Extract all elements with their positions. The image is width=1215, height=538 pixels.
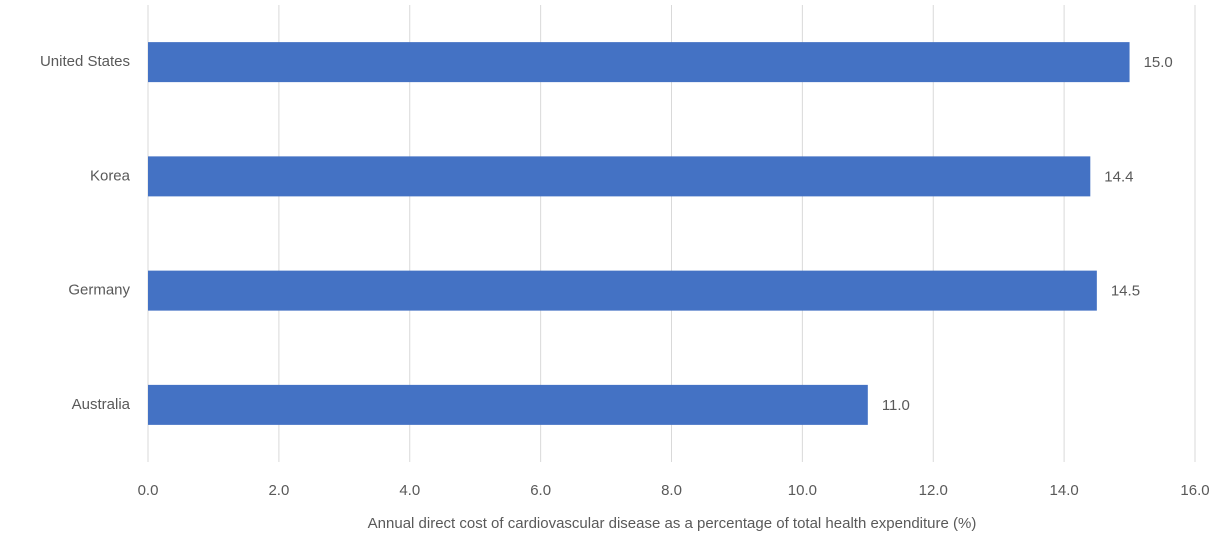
y-tick-label: Germany <box>68 282 130 299</box>
value-label: 14.5 <box>1111 283 1140 300</box>
x-tick-label: 4.0 <box>399 482 420 499</box>
y-tick-label: Korea <box>90 167 131 184</box>
value-label: 15.0 <box>1144 54 1173 71</box>
x-tick-label: 6.0 <box>530 482 551 499</box>
x-tick-label: 2.0 <box>268 482 289 499</box>
y-tick-label: Australia <box>72 396 131 413</box>
x-tick-label: 0.0 <box>138 482 159 499</box>
x-tick-label: 12.0 <box>919 482 948 499</box>
bar <box>148 156 1091 197</box>
x-tick-label: 8.0 <box>661 482 682 499</box>
x-tick-label: 16.0 <box>1180 482 1209 499</box>
x-tick-label: 14.0 <box>1050 482 1079 499</box>
y-tick-label: United States <box>40 53 130 70</box>
bar <box>148 270 1097 311</box>
value-label: 14.4 <box>1104 168 1133 185</box>
bar <box>148 384 868 425</box>
x-tick-label: 10.0 <box>788 482 817 499</box>
value-label: 11.0 <box>882 397 910 414</box>
x-axis-title: Annual direct cost of cardiovascular dis… <box>368 515 977 532</box>
bar <box>148 42 1130 83</box>
